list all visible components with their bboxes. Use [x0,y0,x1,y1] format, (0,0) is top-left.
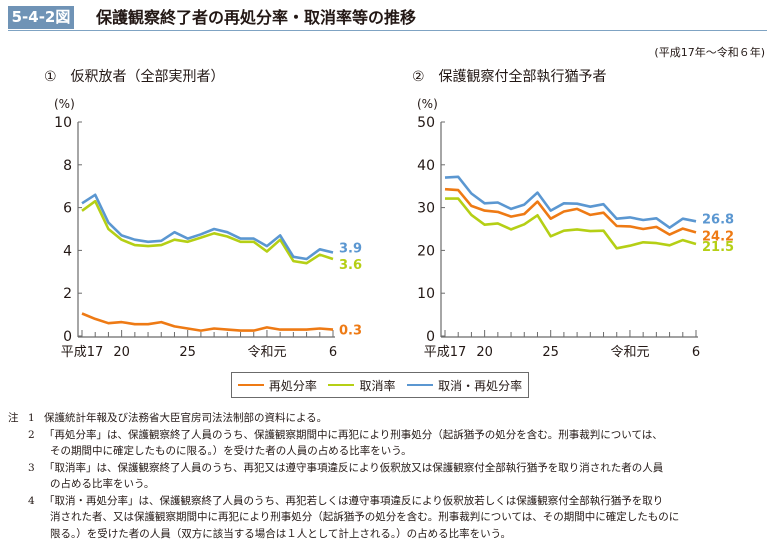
chart-1-title: ① 仮釈放者（全部実刑者） [44,69,225,85]
note-line: その期間中に確定したものに限る。）を受けた者の人員の占める比率をいう。 [8,443,765,460]
chart-1-series-2-line [81,193,334,261]
note-number [28,526,44,543]
chart-1-series-0-line [81,312,334,332]
note-number: 3 [28,461,35,474]
legend-item-reprocess: 再処分率 [237,377,317,394]
chart-2-series-2-line [444,175,697,229]
legend-label-reprocess: 再処分率 [268,378,317,393]
note-text: 「取消・再処分率」は、保護観察終了人員のうち、再犯若しくは遵守事項違反により仮釈… [44,494,664,507]
note-number [28,476,44,493]
note-lead: 注 [8,412,19,424]
legend-line-revocation [328,384,355,386]
chart-1-x-tick-label: 25 [179,345,196,360]
note-text: 限る。）を受けた者の人員（双方に該当する場合は１人として計上される。）の占める比… [50,527,512,540]
chart-1-y-tick-label: 2 [63,286,72,302]
note-number [28,509,44,526]
note-line: 消された者、又は保護観察期間中に再犯により刑事処分（起訴猶予の処分を含む。刑事裁… [8,509,765,526]
legend-line-reprocess [237,384,264,386]
chart-2-y-tick-label: 50 [417,115,435,131]
chart-2-series-0-line [444,187,697,236]
legend-label-revocation: 取消率 [359,378,396,393]
chart-2-series-1-end-label: 21.5 [702,240,734,255]
note-lead [8,526,28,543]
chart-1-y-tick-label: 10 [54,115,72,131]
note-number: 4 [28,494,35,507]
chart-1-series-0-end-label: 0.3 [339,324,362,339]
chart-1-x-tick-label: 平成17 [61,345,104,360]
note-text: 消された者、又は保護観察期間中に再犯により刑事処分（起訴猶予の処分を含む。刑事裁… [50,511,680,523]
note-line: 2 「再処分率」は、保護観察終了人員のうち、保護観察期間中に再犯により刑事処分（起… [8,427,765,444]
chart-2-y-tick-label: 0 [426,329,435,345]
note-text: その期間中に確定したものに限る。）を受けた者の人員の占める比率をいう。 [50,445,412,457]
chart-2-y-tick-label: 10 [417,286,435,302]
period-label: (平成17年～令和６年) [654,46,765,59]
note-line: 限る。）を受けた者の人員（双方に該当する場合は１人として計上される。）の占める比… [8,526,765,543]
chart-2-series-1-line [445,197,697,250]
note-lead [8,460,28,477]
note-text: 保護統計年報及び法務省大臣官房司法法制部の資料による。 [44,412,328,424]
legend: 再処分率 取消率 取消・再処分率 [231,372,529,398]
note-line: 注 1 保護統計年報及び法務省大臣官房司法法制部の資料による。 [8,410,765,427]
legend-label-combined: 取消・再処分率 [438,378,523,393]
legend-line-combined [407,384,434,386]
chart-2-x-tick-label: 令和元 [610,345,649,360]
note-number: 1 [28,412,35,424]
chart-2-x-tick-label: 25 [542,345,559,360]
note-line: の占める比率をいう。 [8,476,765,493]
note-text: 「再処分率」は、保護観察終了人員のうち、保護観察期間中に再犯により刑事処分（起訴… [44,428,663,441]
chart-1-y-unit: (%) [54,97,75,111]
note-text: 「取消率」は、保護観察終了人員のうち、再犯又は遵守事項違反により仮釈放又は保護観… [44,461,664,474]
note-line: 3 「取消率」は、保護観察終了人員のうち、再犯又は遵守事項違反により仮釈放又は保護… [8,460,765,477]
chart-2-y-tick-label: 20 [417,243,435,259]
chart-2-x-tick-label: 6 [692,345,700,360]
chart-2-series-2-end-label: 26.8 [702,212,734,227]
chart-1-x-tick-label: 令和元 [247,345,286,360]
chart-2-x-tick-label: 20 [476,345,493,360]
chart-1-series-1-line [81,199,334,265]
note-lead [8,476,28,493]
note-text: の占める比率をいう。 [50,478,155,490]
chart-1-x-tick-label: 20 [113,345,130,360]
note-lead [8,427,28,444]
legend-item-revocation: 取消率 [328,377,395,394]
chart-1-series-1-end-label: 3.6 [339,258,362,273]
chart-2-y-tick-label: 30 [417,201,435,217]
chart-1-y-tick-label: 6 [63,201,72,217]
chart-1-x-tick-label: 6 [329,345,337,360]
note-lead [8,493,28,510]
note-number [28,443,44,460]
chart-1-series-2-end-label: 3.9 [339,242,362,257]
notes: 注 1 保護統計年報及び法務省大臣官房司法法制部の資料による。 2 「再処分率」は、保護… [8,410,765,542]
chart-1-y-tick-label: 4 [63,243,72,259]
chart-2-y-unit: (%) [417,97,438,111]
note-lead [8,443,28,460]
chart-1-y-tick-label: 0 [63,329,72,345]
chart-2-series-0-end-label: 24.2 [702,229,734,244]
figure-number: 5-4-2図 [8,6,74,29]
legend-item-combined: 取消・再処分率 [407,377,522,394]
note-line: 4 「取消・再処分率」は、保護観察終了人員のうち、再犯若しくは遵守事項違反により仮… [8,493,765,510]
figure-title: 保護観察終了者の再処分率・取消率等の推移 [96,8,417,27]
note-number: 2 [28,428,35,441]
chart-2-x-tick-label: 平成17 [424,345,467,360]
figure-header: 5-4-2図 保護観察終了者の再処分率・取消率等の推移 [8,6,767,31]
chart-2-y-tick-label: 40 [417,158,435,174]
chart-1-y-tick-label: 8 [63,158,72,174]
note-lead [8,509,28,526]
chart-2-title: ② 保護観察付全部執行猶予者 [412,69,607,85]
